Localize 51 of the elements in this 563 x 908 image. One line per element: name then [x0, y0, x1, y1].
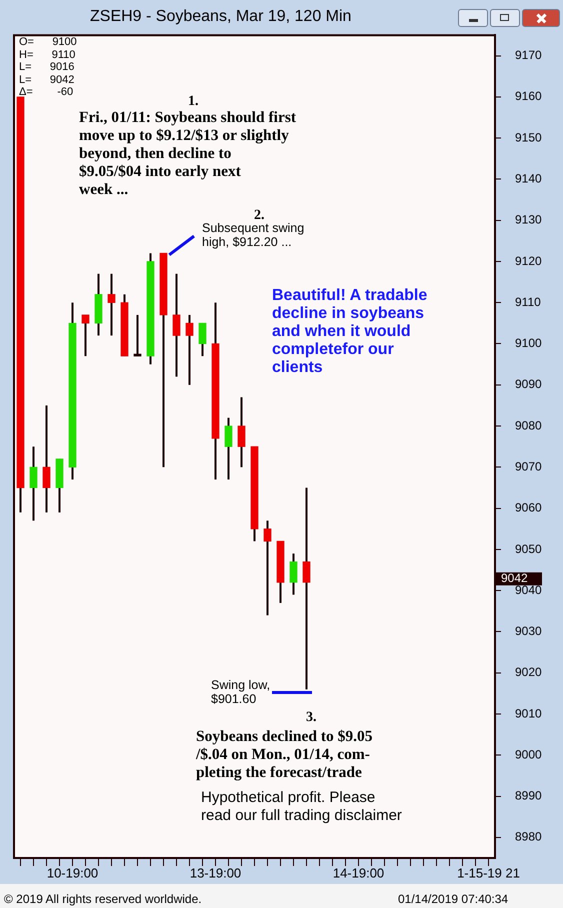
chart-title: ZSEH9 - Soybeans, Mar 19, 120 Min — [90, 8, 352, 26]
candlestick — [264, 520, 272, 616]
candlestick — [30, 446, 38, 522]
y-tick-label: 9130 — [515, 212, 542, 227]
annotation: Swing low, $901.60 — [211, 678, 270, 706]
y-tick-label: 9020 — [515, 665, 542, 680]
y-tick-label: 9160 — [515, 89, 542, 104]
candlestick — [290, 552, 298, 596]
y-tick-label: 9050 — [515, 542, 542, 556]
annotation: Fri., 01/11: Soybeans should first move up to $9.12/$13 or slightly beyond, then decline to $9.05/$04 into early next week ... — [79, 109, 296, 199]
y-tick-label: 9000 — [515, 747, 542, 762]
y-tick-label: 8980 — [515, 830, 542, 844]
text: © 2019 All rights reserved worldwide. — [4, 892, 202, 906]
annotation: O= 9100 H= 9110 L= 9016 L= 9042 Δ= -60 — [19, 36, 77, 98]
y-tick-label: 9070 — [515, 459, 542, 474]
annotation: Soybeans declined to $9.05 /$.04 on Mon., 01/14, com- pleting the forecast/trade — [196, 728, 373, 782]
y-tick-label: 9030 — [515, 624, 542, 638]
x-tick-label: 13-19:00 — [190, 865, 242, 880]
y-tick-label: 9080 — [515, 418, 542, 432]
x-tick-label: 10-19:00 — [46, 865, 98, 880]
y-tick-label: 9040 — [515, 582, 542, 597]
y-tick-label: 9100 — [515, 336, 542, 350]
text: 9042 — [501, 571, 528, 586]
candlestick — [134, 314, 142, 358]
annotation: Subsequent swing high, $912.20 ... — [202, 221, 304, 249]
y-tick-label: 9110 — [515, 294, 542, 309]
y-tick-label: 9090 — [515, 377, 542, 392]
candlestick — [108, 272, 116, 337]
y-tick-label: 9140 — [515, 172, 542, 186]
y-tick-label: 9120 — [515, 254, 542, 268]
y-tick-label: 9170 — [515, 48, 542, 62]
annotation: 2. — [254, 207, 264, 223]
annotation: 3. — [306, 709, 316, 727]
y-tick-label: 8990 — [515, 788, 542, 803]
candlestick — [186, 314, 194, 386]
x-tick-label: 14-19:00 — [332, 865, 384, 880]
candlestick — [302, 486, 310, 690]
candlestick — [198, 322, 206, 358]
candlestick — [42, 404, 50, 514]
y-tick-label: 9150 — [515, 130, 542, 144]
x-tick-label: 1-15-19 21 — [457, 865, 520, 880]
annotation: 1. — [188, 93, 198, 111]
candlestick — [172, 272, 180, 378]
candlestick — [82, 314, 90, 358]
text: 01/14/2019 07:40:34 — [398, 892, 508, 906]
y-tick-label: 9010 — [515, 706, 542, 720]
y-tick-label: 9060 — [515, 500, 542, 515]
annotation: Beautiful! A tradable decline in soybeans and when it would completefor our clients — [272, 287, 428, 377]
annotation: Hypothetical profit. Please read our full trading disclaimer — [201, 789, 402, 825]
candlestick — [224, 416, 232, 481]
candlestick — [238, 396, 246, 468]
